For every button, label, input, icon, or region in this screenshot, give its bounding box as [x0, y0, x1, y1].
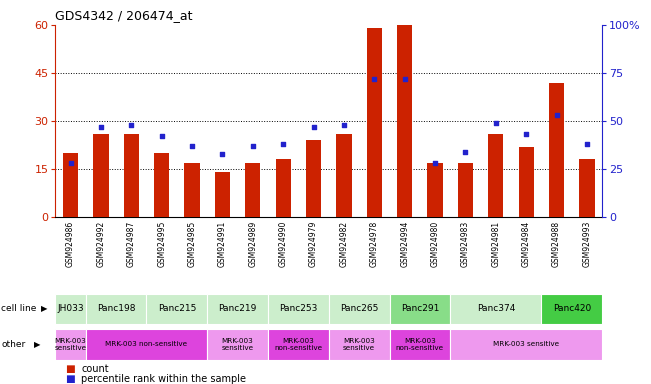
Text: Panc374: Panc374	[477, 304, 515, 313]
Bar	[389, 329, 450, 359]
Text: cell line: cell line	[1, 304, 36, 313]
Bar	[154, 153, 169, 217]
Text: Panc265: Panc265	[340, 304, 378, 313]
Bar	[329, 329, 389, 359]
Bar	[93, 134, 109, 217]
Text: other: other	[1, 340, 25, 349]
Bar	[275, 159, 291, 217]
Text: GSM924989: GSM924989	[248, 220, 257, 267]
Text: GSM924983: GSM924983	[461, 220, 470, 267]
Point	[126, 122, 137, 128]
Bar	[450, 329, 602, 359]
Text: percentile rank within the sample: percentile rank within the sample	[81, 374, 246, 384]
Bar	[268, 329, 329, 359]
Text: GSM924995: GSM924995	[157, 220, 166, 267]
Text: GSM924993: GSM924993	[583, 220, 592, 267]
Text: count: count	[81, 364, 109, 374]
Bar	[63, 153, 78, 217]
Bar	[337, 134, 352, 217]
Text: MRK-003 sensitive: MRK-003 sensitive	[493, 341, 559, 348]
Text: GDS4342 / 206474_at: GDS4342 / 206474_at	[55, 9, 193, 22]
Bar	[579, 159, 594, 217]
Bar	[124, 134, 139, 217]
Bar	[55, 329, 86, 359]
Point	[339, 122, 349, 128]
Bar	[207, 294, 268, 324]
Text: Panc198: Panc198	[97, 304, 135, 313]
Point	[460, 149, 471, 155]
Bar	[397, 25, 412, 217]
Text: GSM924992: GSM924992	[96, 220, 105, 267]
Bar	[329, 294, 389, 324]
Text: Panc219: Panc219	[219, 304, 256, 313]
Point	[491, 120, 501, 126]
Text: MRK-003
sensitive: MRK-003 sensitive	[55, 338, 87, 351]
Bar	[268, 294, 329, 324]
Text: GSM924984: GSM924984	[521, 220, 531, 267]
Point	[521, 131, 531, 137]
Bar	[458, 162, 473, 217]
Point	[156, 133, 167, 139]
Point	[247, 143, 258, 149]
Text: ▶: ▶	[41, 304, 48, 313]
Bar	[389, 294, 450, 324]
Text: GSM924990: GSM924990	[279, 220, 288, 267]
Text: GSM924991: GSM924991	[218, 220, 227, 267]
Text: GSM924988: GSM924988	[552, 220, 561, 267]
Point	[400, 76, 410, 82]
Text: Panc291: Panc291	[401, 304, 439, 313]
Text: GSM924986: GSM924986	[66, 220, 75, 267]
Bar	[184, 162, 200, 217]
Text: GSM924978: GSM924978	[370, 220, 379, 267]
Point	[187, 143, 197, 149]
Point	[65, 160, 76, 166]
Point	[217, 151, 228, 157]
Bar	[86, 294, 146, 324]
Text: MRK-003
non-sensitive: MRK-003 non-sensitive	[396, 338, 444, 351]
Bar	[488, 134, 503, 217]
Text: GSM924985: GSM924985	[187, 220, 197, 267]
Text: GSM924979: GSM924979	[309, 220, 318, 267]
Text: MRK-003 non-sensitive: MRK-003 non-sensitive	[105, 341, 187, 348]
Bar	[86, 329, 207, 359]
Bar	[549, 83, 564, 217]
Text: Panc420: Panc420	[553, 304, 591, 313]
Text: ■: ■	[65, 374, 75, 384]
Text: GSM924980: GSM924980	[430, 220, 439, 267]
Text: ▶: ▶	[34, 340, 40, 349]
Text: GSM924987: GSM924987	[127, 220, 136, 267]
Bar	[306, 140, 321, 217]
Point	[551, 112, 562, 118]
Point	[582, 141, 592, 147]
Bar	[367, 28, 382, 217]
Text: MRK-003
sensitive: MRK-003 sensitive	[221, 338, 254, 351]
Bar	[428, 162, 443, 217]
Bar	[519, 147, 534, 217]
Bar	[55, 294, 86, 324]
Bar	[215, 172, 230, 217]
Text: JH033: JH033	[57, 304, 84, 313]
Text: ■: ■	[65, 364, 75, 374]
Text: GSM924982: GSM924982	[339, 220, 348, 267]
Bar	[146, 294, 207, 324]
Point	[430, 160, 440, 166]
Text: GSM924981: GSM924981	[492, 220, 501, 267]
Point	[278, 141, 288, 147]
Point	[369, 76, 380, 82]
Text: Panc215: Panc215	[158, 304, 196, 313]
Point	[96, 124, 106, 130]
Bar	[245, 162, 260, 217]
Bar	[450, 294, 542, 324]
Text: MRK-003
sensitive: MRK-003 sensitive	[343, 338, 375, 351]
Text: Panc253: Panc253	[279, 304, 318, 313]
Text: MRK-003
non-sensitive: MRK-003 non-sensitive	[274, 338, 322, 351]
Bar	[542, 294, 602, 324]
Text: GSM924994: GSM924994	[400, 220, 409, 267]
Bar	[207, 329, 268, 359]
Point	[309, 124, 319, 130]
